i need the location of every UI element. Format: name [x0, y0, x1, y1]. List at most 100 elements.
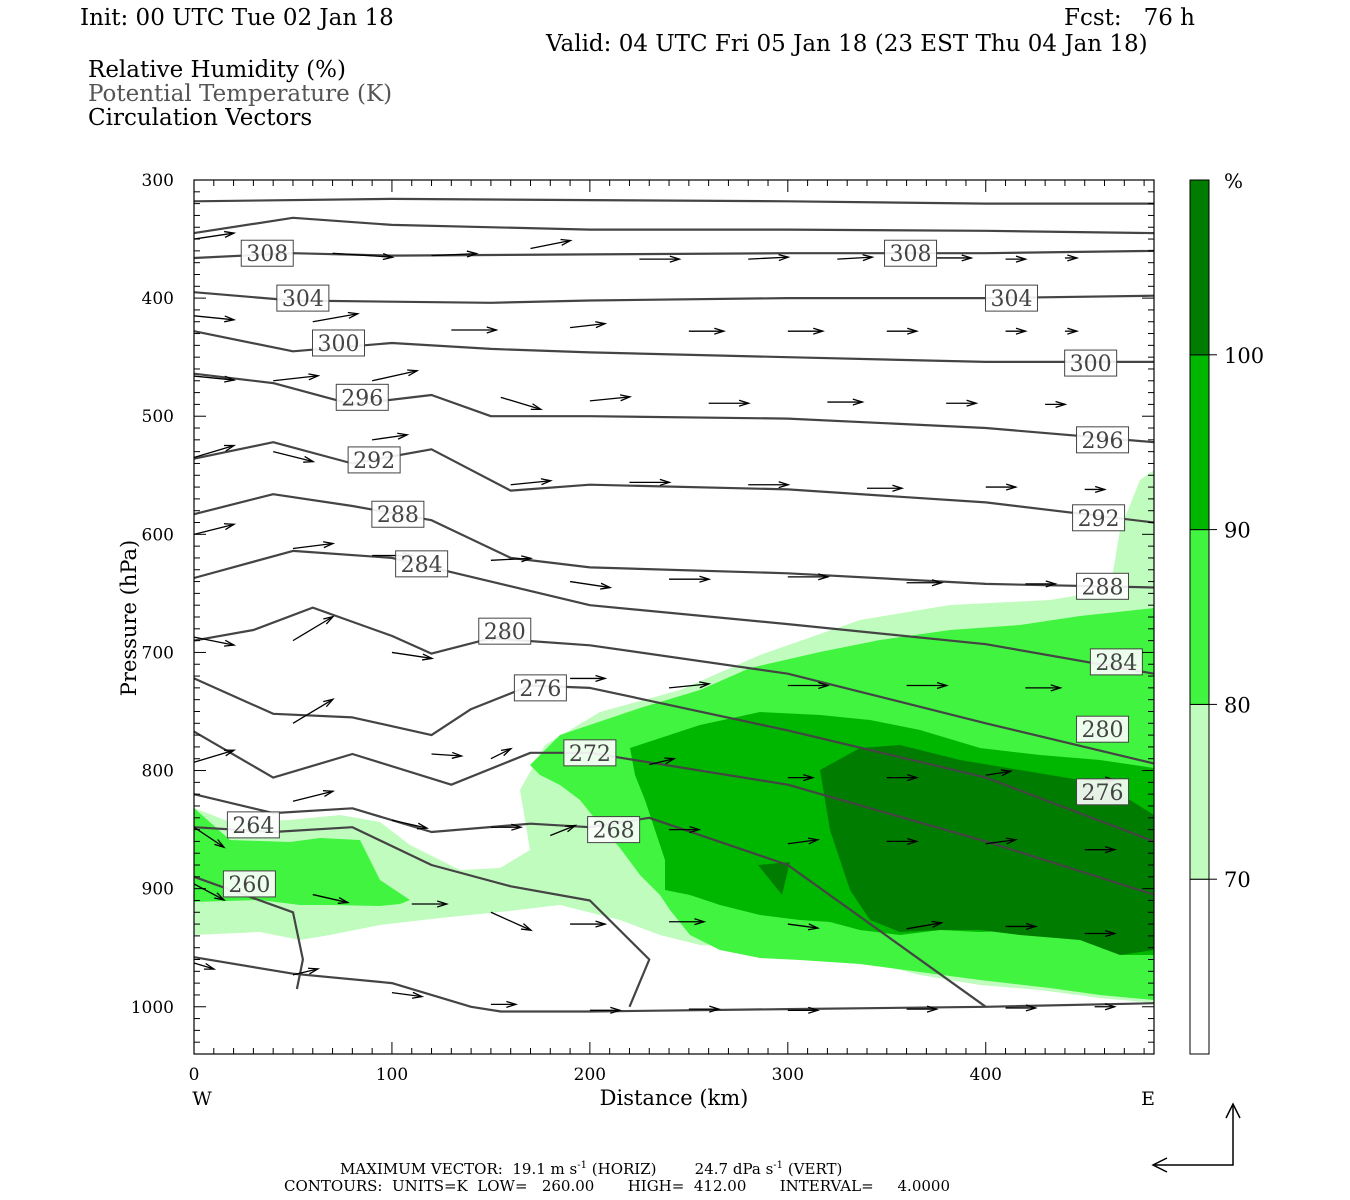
theta-label: 260: [222, 870, 276, 898]
y-tick-label: 700: [142, 643, 174, 663]
circulation-vector: [193, 749, 237, 763]
theta-label: 276: [513, 674, 567, 702]
x-tick-label: 100: [376, 1065, 408, 1085]
svg-text:296: 296: [341, 386, 383, 411]
circulation-vector: [193, 826, 226, 849]
circulation-vector: [708, 399, 751, 407]
colorbar-label: 70: [1224, 868, 1251, 892]
circulation-vector: [372, 432, 410, 441]
svg-text:268: 268: [593, 819, 635, 844]
circulation-vector: [787, 573, 831, 581]
circulation-vector: [748, 481, 791, 489]
east-label: E: [1141, 1088, 1155, 1110]
x-axis-label: Distance (km): [600, 1086, 749, 1110]
circulation-vector: [292, 967, 321, 976]
theta-label: 308: [240, 239, 294, 267]
theta-contour-264: [193, 826, 651, 1008]
circulation-vector: [1005, 327, 1028, 335]
circulation-vector: [985, 483, 1018, 491]
circulation-vector: [985, 769, 1013, 777]
reference-vector-icon: [1151, 1102, 1241, 1173]
field-potential-temperature: Potential Temperature (K): [88, 81, 393, 107]
theta-label: 304: [276, 284, 330, 312]
circulation-vector: [193, 444, 237, 459]
theta-contour-256: [193, 956, 1155, 1013]
theta-label: 284: [1089, 648, 1143, 676]
vert-value: 24.7 dPa s: [694, 1160, 774, 1178]
colorbar-segment: [1189, 179, 1210, 356]
circulation-vector: [391, 651, 435, 661]
theta-contour-296: [193, 372, 1155, 444]
circulation-vector: [1005, 1004, 1038, 1012]
circulation-vector: [827, 398, 865, 406]
circulation-vector: [510, 478, 553, 486]
colorbar: 70 80 90 100%: [1189, 169, 1264, 1055]
circulation-vector: [312, 311, 360, 323]
circulation-vector: [649, 757, 677, 766]
theta-contour-292: [193, 441, 1155, 524]
theta-label: 296: [335, 383, 389, 411]
west-label: W: [192, 1088, 212, 1110]
colorbar-segment: [1189, 703, 1210, 880]
circulation-vector: [1094, 1003, 1117, 1011]
circulation-vector: [193, 962, 217, 970]
circulation-vector: [490, 911, 533, 932]
y-tick-label: 800: [142, 762, 174, 782]
circulation-vector: [1005, 922, 1038, 931]
theta-label: 272: [563, 739, 617, 767]
circulation-vector: [1084, 485, 1107, 494]
valid-time: Valid: 04 UTC Fri 05 Jan 18 (23 EST Thu …: [546, 31, 1148, 57]
circulation-vector: [688, 327, 727, 335]
svg-text:292: 292: [1078, 507, 1120, 532]
theta-contour-284: [193, 549, 1155, 675]
y-tick-label: 600: [142, 525, 174, 545]
svg-text:284: 284: [401, 553, 443, 578]
field-circulation-vectors: Circulation Vectors: [88, 105, 313, 131]
circulation-vector: [490, 823, 524, 831]
circulation-vector: [570, 321, 608, 329]
theta-label: 300: [1064, 349, 1118, 377]
circulation-vector: [569, 580, 613, 590]
svg-text:304: 304: [990, 287, 1032, 312]
circulation-vector: [589, 394, 633, 402]
circulation-vector: [688, 1005, 722, 1013]
circulation-vector: [292, 698, 335, 724]
svg-text:276: 276: [1082, 781, 1124, 806]
init-time: Init: 00 UTC Tue 02 Jan 18: [80, 5, 394, 31]
colorbar-unit: %: [1224, 169, 1243, 193]
circulation-vector: [787, 923, 820, 931]
circulation-vector: [1025, 580, 1058, 588]
circulation-vector: [629, 478, 672, 486]
horiz-exponent: -1: [577, 1160, 587, 1171]
circulation-vector: [332, 252, 395, 261]
circulation-vector: [391, 991, 425, 999]
theta-label: 304: [984, 284, 1038, 312]
circulation-vector: [936, 254, 974, 262]
circulation-vector: [193, 315, 237, 323]
y-axis-label: Pressure (hPa): [117, 540, 141, 696]
circulation-vector: [431, 250, 479, 258]
horiz-value: 19.1 m s: [512, 1160, 578, 1178]
theta-label: 292: [347, 446, 401, 474]
forecast-hour: Fcst: 76 h: [1064, 5, 1195, 31]
svg-text:296: 296: [1082, 429, 1124, 454]
circulation-vector: [639, 255, 682, 263]
circulation-vector: [490, 555, 534, 563]
circulation-vector: [193, 636, 237, 647]
circulation-vector: [1064, 254, 1080, 262]
axes: 0 100 200 300 400 300 400 500 600 700 800 900 1000 W E…: [117, 171, 1155, 1110]
rh-100-region: [758, 745, 1154, 955]
y-tick-label: 400: [142, 289, 174, 309]
y-tick-label: 1000: [131, 998, 174, 1018]
vert-unit: (VERT): [787, 1160, 843, 1178]
x-tick-label: 0: [189, 1065, 200, 1085]
max-vector-line: MAXIMUM VECTOR: 19.1 m s-1 (HORIZ) 24.7 …: [340, 1158, 842, 1177]
circulation-vector: [669, 826, 702, 834]
circulation-vector: [906, 579, 944, 587]
svg-text:308: 308: [890, 242, 932, 267]
circulation-vector: [411, 900, 449, 908]
colorbar-label: 100: [1224, 344, 1264, 368]
circulation-vector: [292, 541, 336, 550]
svg-text:304: 304: [282, 287, 324, 312]
